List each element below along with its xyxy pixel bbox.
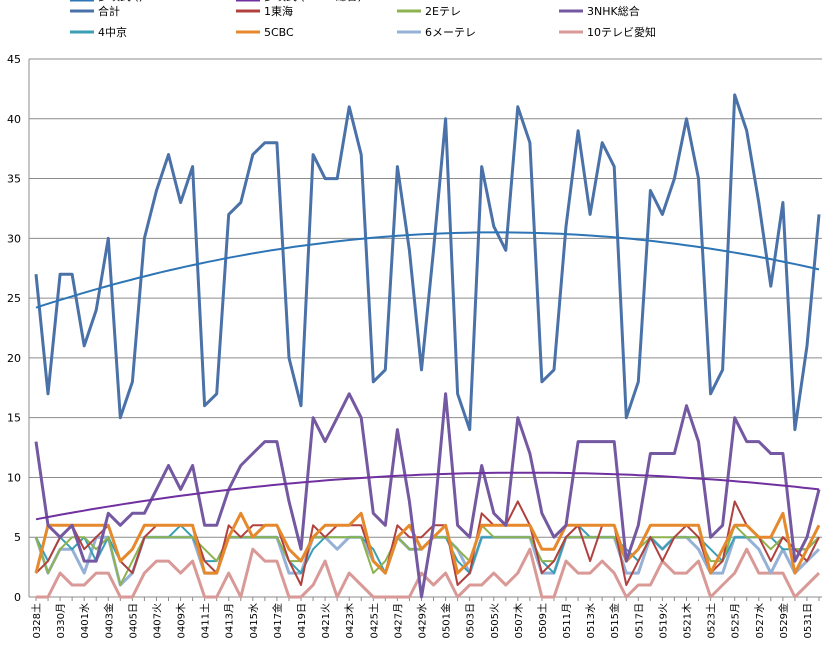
x-tick-label: 0505火 (489, 603, 501, 638)
series-line-3 (34, 392, 821, 599)
y-tick-label: 40 (7, 113, 21, 126)
x-tick-label: 0525月 (730, 603, 742, 638)
legend-label: 1東海 (264, 4, 293, 18)
y-tick-label: 35 (7, 173, 21, 186)
x-tick-label: 0421火 (320, 603, 332, 638)
x-tick-label: 0407火 (151, 603, 163, 638)
x-tick-label: 0419日 (297, 603, 308, 638)
legend-label: 合計 (98, 4, 120, 18)
x-tick-label: 0405日 (128, 603, 139, 638)
y-tick-label: 15 (7, 412, 21, 425)
x-tick-label: 0527水 (754, 603, 766, 638)
x-tick-label: 0513水 (585, 603, 597, 638)
x-tick-label: 0521木 (681, 603, 693, 638)
x-tick-label: 0409木 (176, 603, 188, 638)
x-tick-label: 0330月 (55, 603, 67, 638)
y-tick-label: 0 (14, 591, 21, 604)
trendline-1 (35, 471, 820, 521)
x-tick-label: 0509土 (536, 603, 549, 638)
y-tick-label: 5 (14, 531, 21, 544)
legend-label: 3NHK総合 (587, 4, 640, 18)
x-tick-label: 0429水 (416, 603, 428, 638)
x-tick-label: 0515金 (608, 603, 621, 638)
y-tick-label: 10 (7, 471, 21, 484)
x-tick-label: 0417金 (271, 603, 284, 638)
series-line-5 (34, 511, 821, 575)
legend-label: 10テレビ愛知 (587, 25, 656, 39)
x-tick-label: 0427月 (392, 603, 404, 638)
x-tick-label: 0519火 (657, 603, 669, 638)
legend-label: 6メーテレ (425, 26, 476, 39)
legend-label: 4中京 (98, 25, 127, 39)
legend-label: 2Eテレ (425, 5, 461, 18)
legend-label: 5CBC (264, 26, 294, 39)
x-tick-label: 0501金 (440, 603, 453, 638)
x-tick-label: 0503日 (466, 603, 477, 638)
x-tick-label: 0511月 (561, 603, 573, 638)
x-tick-label: 0425土 (367, 603, 380, 638)
x-tick-label: 0531日 (803, 603, 814, 638)
series-lines (34, 93, 821, 599)
series-line-7 (36, 547, 821, 599)
trend-lines (35, 231, 820, 521)
trendline-0 (35, 231, 820, 309)
x-tick-label: 0529金 (777, 603, 790, 638)
x-tick-label: 0415水 (248, 603, 260, 638)
y-tick-label: 45 (7, 53, 21, 66)
x-tick-label: 0413月 (224, 603, 236, 638)
series-line-0 (34, 93, 821, 432)
legend: 合計 1東海 2Eテレ 3NHK総合 4中京 5CBC 6メーテレ 10テレビ愛知 多項式 ()… (70, 0, 656, 39)
x-tick-label: 0507木 (513, 603, 525, 638)
y-tick-label: 25 (7, 292, 21, 305)
x-tick-label: 0328土 (30, 603, 43, 638)
x-tick-label: 0523土 (705, 603, 718, 638)
y-tick-label: 20 (7, 352, 21, 365)
legend-label: 多項式 (3NHK総合) (264, 0, 362, 3)
x-tick-label: 0403金 (102, 603, 115, 638)
y-axis: 0 5 10 15 20 25 30 35 40 45 (7, 53, 30, 604)
y-tick-label: 30 (7, 232, 21, 245)
x-tick-label: 0423木 (344, 603, 356, 638)
x-axis: 0328土 0330月 0401水 0403金 0405日 0407火 0409木 0411土… (29, 596, 822, 638)
x-tick-label: 0517日 (634, 603, 645, 638)
x-tick-label: 0411土 (199, 603, 212, 638)
legend-label: 多項式 () (98, 0, 143, 3)
x-tick-label: 0401水 (79, 603, 91, 638)
